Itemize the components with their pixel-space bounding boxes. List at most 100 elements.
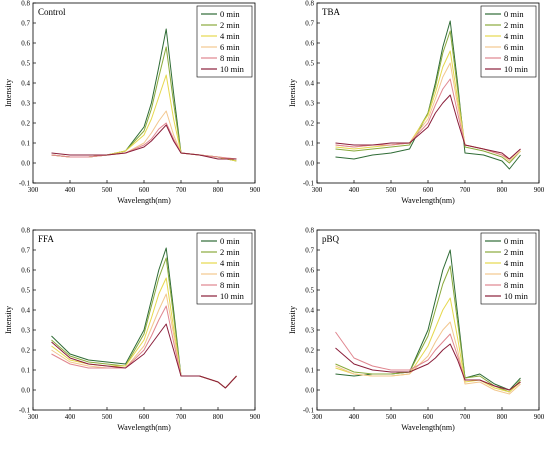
y-tick-label: 0.0 [305,159,314,167]
x-axis-label: Wavelength(nm) [401,423,455,432]
y-tick-label: 0.5 [21,286,30,294]
y-tick-label: 0.0 [21,386,30,394]
legend-entry: 4 min [220,31,240,41]
y-tick-label: 0.5 [21,59,30,67]
series-line-8-min [51,305,237,389]
y-tick-label: 0.4 [21,79,30,87]
y-tick-label: 0.1 [21,139,30,147]
x-tick-label: 300 [28,186,39,194]
legend-entry: 8 min [220,280,240,290]
series-line-8-min [335,78,521,160]
panel-title: TBA [322,7,341,17]
x-tick-label: 800 [497,413,508,421]
y-tick-label: 0.4 [21,306,30,314]
x-tick-label: 400 [349,413,360,421]
y-axis-label: Intensity [4,306,13,334]
y-tick-label: 0.0 [21,159,30,167]
x-tick-label: 400 [65,413,76,421]
y-tick-label: 0.3 [21,99,30,107]
panel-title: FFA [38,234,54,244]
y-tick-label: 0.7 [21,246,30,254]
x-tick-label: 900 [534,413,545,421]
series-line-2-min [335,30,521,164]
x-tick-label: 500 [386,413,397,421]
legend-entry: 6 min [504,42,524,52]
y-tick-label: 0.3 [305,326,314,334]
legend [480,5,537,78]
x-axis-label: Wavelength(nm) [117,196,171,205]
y-tick-label: 0.5 [305,59,314,67]
y-tick-label: 0.7 [21,19,30,27]
y-tick-label: 0.5 [305,286,314,294]
x-tick-label: 300 [312,413,323,421]
y-tick-label: 0.2 [21,119,30,127]
legend-entry: 2 min [504,247,524,257]
chart-panel-3: 300 400 500 600 700 800 900 -0.1 0.0 0.1 0.2 0.3 0.4… [288,226,545,432]
chart-panel-2: 300 400 500 600 700 800 900 -0.1 0.0 0.1 0.2 0.3 0.4… [4,226,261,432]
legend-entry: 10 min [504,291,529,301]
x-tick-label: 800 [213,413,224,421]
x-tick-label: 700 [460,413,471,421]
x-axis-label: Wavelength(nm) [117,423,171,432]
series-line-6-min [51,293,237,389]
y-tick-label: 0.3 [21,326,30,334]
y-tick-label: 0.4 [305,306,314,314]
y-tick-label: 0.8 [21,226,30,234]
series-line-8-min [51,122,237,160]
x-tick-label: 600 [139,413,150,421]
y-tick-label: 0.6 [305,39,314,47]
y-tick-label: 0.0 [305,386,314,394]
y-tick-label: 0.7 [305,246,314,254]
series-line-4-min [51,74,237,162]
legend-entry: 6 min [220,269,240,279]
legend-entry: 10 min [220,291,245,301]
legend-entry: 10 min [504,64,529,74]
legend-entry: 2 min [504,20,524,30]
legend-entry: 10 min [220,64,245,74]
y-tick-label: 0.6 [21,39,30,47]
legend-entry: 4 min [220,258,240,268]
legend-entry: 2 min [220,247,240,257]
y-tick-label: -0.1 [19,406,31,414]
y-tick-label: 0.6 [305,266,314,274]
legend-entry: 8 min [504,53,524,63]
y-tick-label: 0.6 [21,266,30,274]
y-tick-label: 0.2 [21,346,30,354]
x-tick-label: 600 [139,186,150,194]
x-tick-label: 600 [423,186,434,194]
y-tick-label: -0.1 [303,179,315,187]
x-axis-label: Wavelength(nm) [401,196,455,205]
legend-entry: 6 min [220,42,240,52]
x-tick-label: 700 [176,186,187,194]
series-line-2-min [335,265,521,393]
series-line-6-min [335,321,521,395]
legend-entry: 4 min [504,31,524,41]
chart-panel-0: 300 400 500 600 700 800 900 -0.1 0.0 0.1 0.2 0.3 0.4… [4,0,261,205]
legend-entry: 0 min [220,9,240,19]
x-tick-label: 900 [250,186,261,194]
x-tick-label: 500 [102,186,113,194]
series-line-10-min [335,343,521,391]
series-line-8-min [335,331,521,391]
x-tick-label: 500 [102,413,113,421]
legend-entry: 0 min [220,236,240,246]
x-tick-label: 300 [312,186,323,194]
panel-title: pBQ [322,234,340,244]
y-axis-label: Intensity [288,79,297,107]
y-tick-label: 0.8 [305,0,314,7]
legend-entry: 2 min [220,20,240,30]
y-tick-label: -0.1 [303,406,315,414]
legend [196,232,253,305]
y-tick-label: -0.1 [19,179,31,187]
legend-entry: 0 min [504,9,524,19]
x-tick-label: 800 [497,186,508,194]
y-tick-label: 0.1 [305,139,314,147]
legend-entry: 4 min [504,258,524,268]
y-tick-label: 0.8 [21,0,30,7]
x-tick-label: 400 [349,186,360,194]
x-tick-label: 900 [250,413,261,421]
x-tick-label: 700 [460,186,471,194]
y-tick-label: 0.3 [305,99,314,107]
legend-entry: 8 min [220,53,240,63]
